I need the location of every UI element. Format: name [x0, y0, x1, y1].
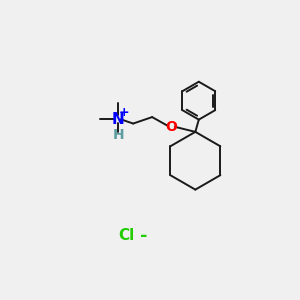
Text: H: H: [112, 128, 124, 142]
Text: Cl: Cl: [118, 228, 134, 243]
Text: -: -: [140, 227, 147, 245]
Text: +: +: [119, 106, 130, 119]
Text: O: O: [165, 120, 177, 134]
Text: N: N: [112, 112, 124, 127]
